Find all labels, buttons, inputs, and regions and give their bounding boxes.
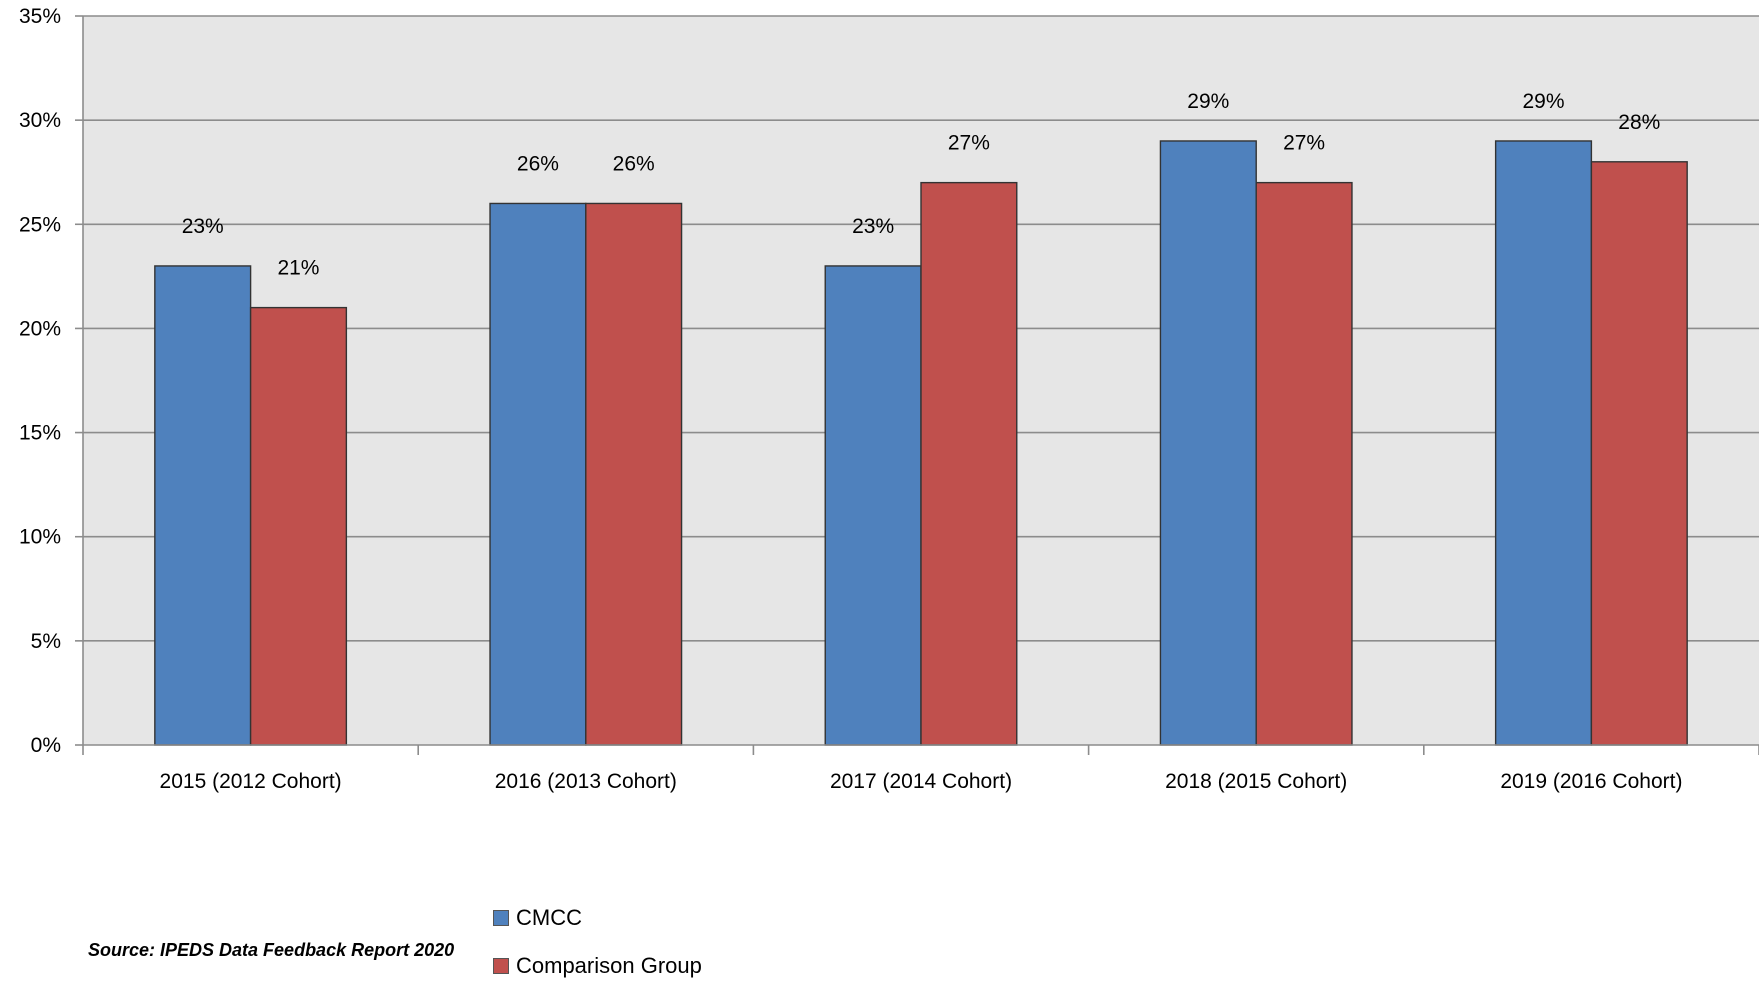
y-tick-label: 10% (19, 526, 61, 549)
bar-comparison-group (249, 306, 348, 746)
data-label: 23% (182, 215, 224, 238)
y-tick-label: 30% (19, 109, 61, 132)
data-label: 29% (1187, 90, 1229, 113)
x-tick-label: 2017 (2014 Cohort) (830, 770, 1012, 793)
data-label: 28% (1618, 111, 1660, 134)
y-tick-label: 20% (19, 317, 61, 340)
bar-cmcc (1159, 140, 1257, 746)
data-labels: 23% 21% 26% 26% 23% 27% 29% 27% 29% 28% (182, 90, 1661, 280)
data-label: 26% (613, 152, 655, 175)
y-tick-label: 15% (19, 422, 61, 445)
y-tick-label: 5% (31, 630, 61, 653)
legend-item-comparison-group: Comparison Group (493, 948, 702, 984)
legend-label-comparison-group: Comparison Group (516, 953, 702, 978)
data-label: 23% (852, 215, 894, 238)
bar-cmcc (154, 265, 252, 746)
source-note: Source: IPEDS Data Feedback Report 2020 (88, 940, 455, 960)
x-tick-label: 2015 (2012 Cohort) (160, 770, 342, 793)
bar-comparison-group (920, 181, 1018, 746)
data-label: 27% (1283, 132, 1325, 155)
x-tick-label: 2016 (2013 Cohort) (495, 770, 677, 793)
data-label: 21% (277, 257, 319, 280)
data-label: 29% (1523, 90, 1565, 113)
bars (154, 140, 1688, 746)
bar-cmcc (1494, 140, 1593, 746)
bar-cmcc (824, 265, 922, 746)
legend-label-cmcc: CMCC (516, 905, 582, 930)
y-tick-label: 25% (19, 213, 61, 236)
legend-swatch-comparison-group (493, 958, 509, 974)
x-tick-label: 2018 (2015 Cohort) (1165, 770, 1347, 793)
data-label: 26% (517, 152, 559, 175)
data-label: 27% (948, 132, 990, 155)
bar-comparison-group (1590, 161, 1688, 746)
legend-item-cmcc: CMCC (493, 900, 702, 936)
bar-comparison-group (1255, 181, 1353, 746)
bar-comparison-group (585, 202, 683, 746)
y-tick-label: 0% (31, 734, 61, 757)
y-tick-label: 35% (19, 5, 61, 28)
axes: 0% 5% 10% 15% 20% 25% 30% 35% 2015 (2012 Cohort)… (19, 5, 1759, 793)
legend: CMCC Comparison Group (493, 900, 702, 996)
bar-cmcc (489, 202, 587, 746)
x-tick-label: 2019 (2016 Cohort) (1500, 770, 1682, 793)
legend-swatch-cmcc (493, 910, 509, 926)
